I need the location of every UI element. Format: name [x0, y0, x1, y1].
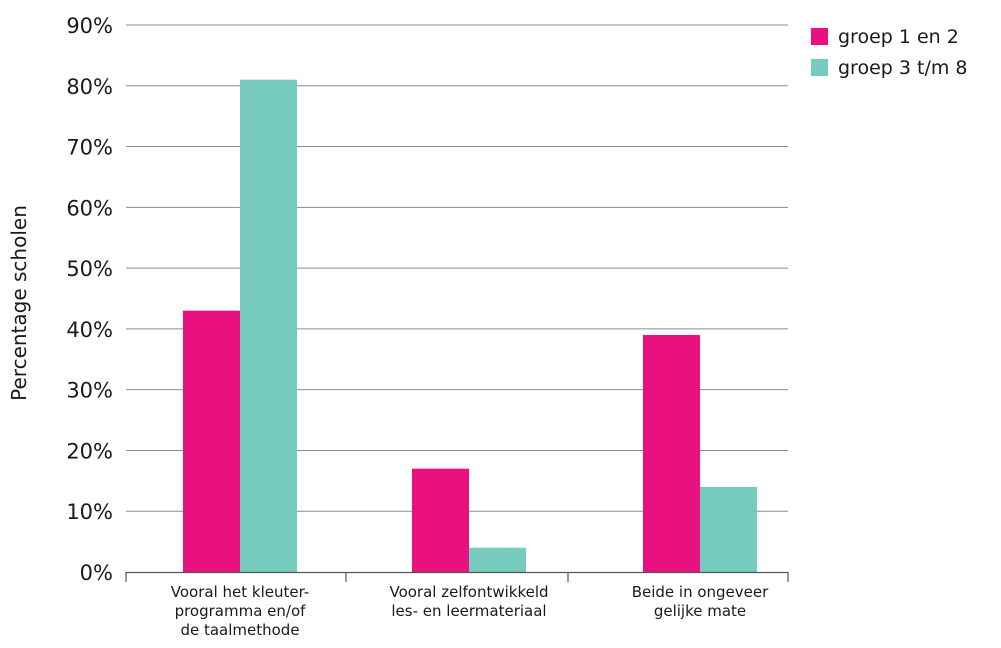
category-labels: Vooral het kleuter-programma en/of de taa… [171, 583, 769, 639]
x-axis [125, 571, 789, 582]
y-tick-label: 90% [66, 14, 113, 38]
y-tick-label: 60% [66, 196, 113, 220]
legend-label: groep 3 t/m 8 [838, 57, 967, 79]
bar-1-3 [643, 334, 700, 572]
y-tick-label: 80% [66, 75, 113, 99]
category-label: Vooral het kleuter-programma en/of de taa… [171, 583, 309, 639]
legend-swatch [811, 59, 828, 76]
bar-1-2 [412, 468, 469, 572]
legend-label: groep 1 en 2 [838, 26, 959, 48]
bars [183, 79, 757, 572]
legend-swatch [811, 28, 828, 45]
category-label: Beide in ongeveer gelijke mate [632, 583, 769, 620]
bar-2-3 [700, 486, 757, 572]
y-tick-label: 10% [66, 500, 113, 524]
legend: groep 1 en 2 groep 3 t/m 8 [811, 26, 967, 79]
y-tick-label: 0% [80, 561, 113, 585]
bar-1-1 [183, 310, 240, 572]
bar-2-1 [240, 79, 297, 572]
bar-2-2 [469, 547, 526, 572]
y-tick-label: 20% [66, 439, 113, 463]
y-tick-label: 50% [66, 257, 113, 281]
y-tick-label: 40% [66, 318, 113, 342]
y-tick-label: 30% [66, 379, 113, 403]
y-axis-ticks: 0% 10% 20% 30% 40% 50% 60% 70% 80% 90% [66, 14, 113, 585]
category-label: Vooral zelfontwikkeld les- en leermateria… [389, 583, 548, 620]
y-axis-label: Percentage scholen [7, 205, 31, 401]
y-tick-label: 70% [66, 136, 113, 160]
